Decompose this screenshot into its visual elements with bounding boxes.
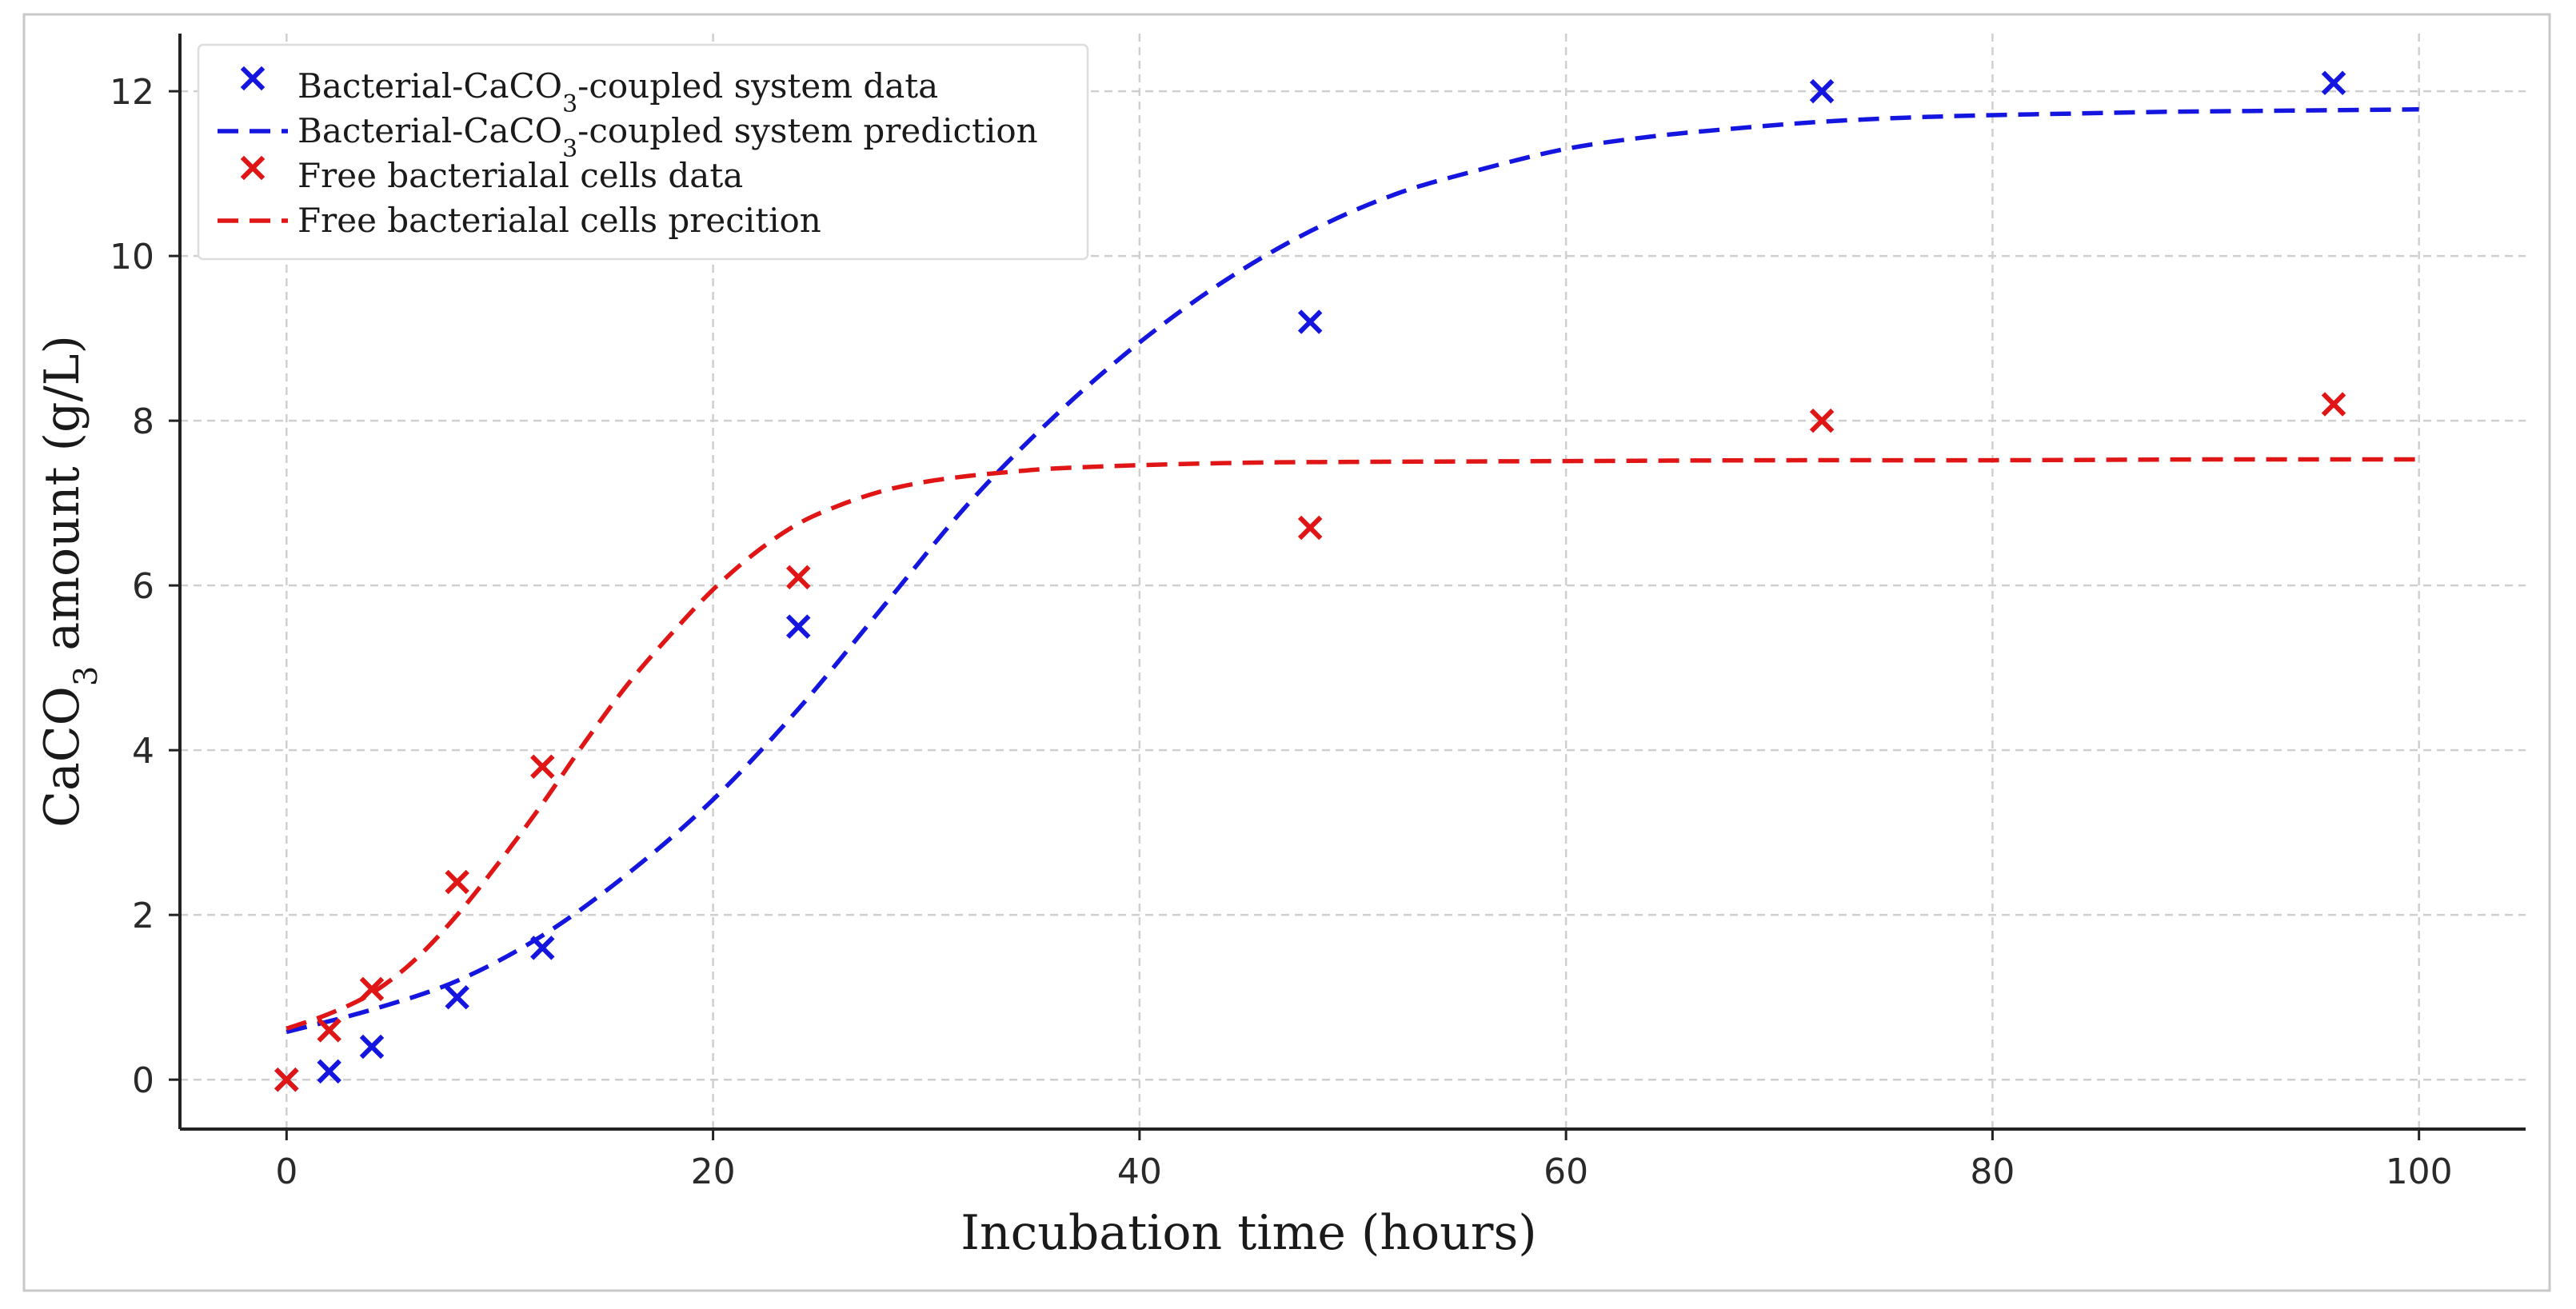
- marker-stroke: [359, 1034, 385, 1060]
- marker-stroke: [1297, 515, 1323, 541]
- marker-stroke: [445, 984, 469, 1010]
- y-tick-label: 10: [110, 237, 154, 277]
- legend-label: Free bacterialal cells data: [298, 156, 743, 195]
- data-point: [445, 984, 469, 1010]
- y-tick-label: 12: [110, 72, 154, 113]
- series-layer: [274, 70, 2419, 1092]
- data-point: [2321, 70, 2346, 96]
- marker-stroke: [445, 869, 469, 895]
- series-2: [274, 392, 2346, 1092]
- marker-stroke: [530, 936, 555, 960]
- y-tick-label: 6: [132, 566, 154, 607]
- data-point: [530, 936, 555, 960]
- series-line: [286, 457, 2419, 1031]
- data-point: [530, 754, 555, 780]
- series-line: [286, 107, 2419, 1035]
- y-axis-title-sub: 3: [68, 666, 105, 686]
- y-tick-label: 2: [132, 896, 154, 936]
- series-1: [286, 107, 2419, 1035]
- x-tick-label: 80: [1970, 1151, 2015, 1192]
- data-point: [786, 565, 811, 590]
- marker-stroke: [317, 1018, 341, 1043]
- marker-stroke: [317, 1059, 341, 1084]
- legend-label: Free bacterialal cells precition: [298, 201, 821, 240]
- data-point: [359, 976, 385, 1002]
- x-tick-label: 20: [691, 1151, 736, 1192]
- x-tick-label: 60: [1544, 1151, 1588, 1192]
- legend-item-2: Free bacterialal cells data: [240, 155, 743, 195]
- marker-stroke: [274, 1067, 299, 1092]
- data-point: [2321, 392, 2346, 417]
- marker-stroke: [1809, 78, 1835, 104]
- data-point: [1809, 78, 1835, 104]
- legend-box: [197, 43, 1089, 261]
- grid: [180, 34, 2526, 1129]
- legend-swatch: [240, 155, 266, 181]
- data-point: [786, 614, 811, 639]
- legend-label: Bacterial-CaCO3-coupled system data: [298, 66, 938, 118]
- marker-stroke: [240, 66, 266, 91]
- marker-stroke: [786, 565, 811, 590]
- x-axis-title: Incubation time (hours): [961, 1205, 1536, 1261]
- marker-stroke: [1297, 309, 1323, 334]
- legend: Bacterial-CaCO3-coupled system dataBacte…: [197, 43, 1089, 261]
- legend-item-0: Bacterial-CaCO3-coupled system data: [240, 66, 938, 118]
- y-tick-label: 8: [132, 401, 154, 442]
- legend-label: Bacterial-CaCO3-coupled system predictio…: [298, 111, 1038, 163]
- marker-stroke: [359, 976, 385, 1002]
- marker-stroke: [2321, 392, 2346, 417]
- y-tick-label: 0: [132, 1060, 154, 1101]
- x-tick-label: 40: [1117, 1151, 1162, 1192]
- data-point: [1809, 408, 1835, 433]
- y-tick-label: 4: [132, 731, 154, 772]
- data-point: [274, 1067, 299, 1092]
- y-axis-title: CaCO3 amount (g/L): [34, 335, 105, 828]
- ticks: 0 20 40 60 80 100 0 2 4 6 8 10 12: [110, 72, 2453, 1192]
- data-point: [317, 1059, 341, 1084]
- y-axis-title-prefix: CaCO: [34, 686, 90, 828]
- marker-stroke: [2321, 70, 2346, 96]
- axes: [178, 34, 2526, 1131]
- legend-swatch: [240, 66, 266, 91]
- y-axis-title-suffix: amount (g/L): [34, 335, 90, 666]
- marker-stroke: [530, 754, 555, 780]
- marker-stroke: [1809, 408, 1835, 433]
- data-point: [445, 869, 469, 895]
- series-3: [286, 457, 2419, 1031]
- x-tick-label: 0: [275, 1151, 298, 1192]
- legend-item-1: Bacterial-CaCO3-coupled system predictio…: [218, 111, 1038, 163]
- marker-stroke: [786, 614, 811, 639]
- marker-stroke: [240, 155, 266, 181]
- figure-border: [22, 13, 2551, 1292]
- data-point: [359, 1034, 385, 1060]
- legend-item-3: Free bacterialal cells precition: [218, 201, 821, 240]
- data-point: [1297, 309, 1323, 334]
- data-point: [1297, 515, 1323, 541]
- x-tick-label: 100: [2386, 1151, 2453, 1192]
- data-point: [317, 1018, 341, 1043]
